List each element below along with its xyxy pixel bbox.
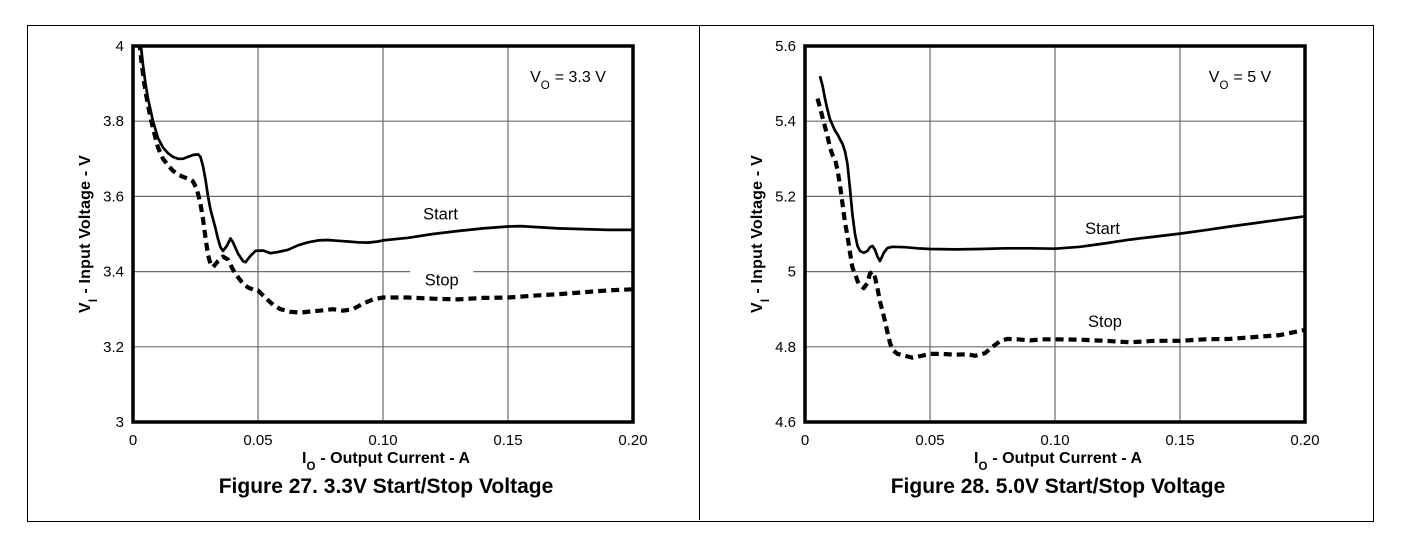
figure-caption: Figure 27. 3.3V Start/Stop Voltage — [218, 475, 554, 498]
figure-28-panel: 5.6 5.4 5.2 5 4.8 4.6 0 0.05 0.10 0.15 0.20 Start St… — [699, 26, 1372, 520]
annotation-subscript: O — [540, 80, 550, 93]
y-axis-subscript: I — [760, 298, 773, 303]
figures-table-frame: 4 3.8 3.6 3.4 3.2 3 0 0.05 0.10 0.15 0.20 Start Stop… — [27, 25, 1374, 522]
y-tick-label: 3 — [116, 414, 124, 431]
series-line-stop — [137, 46, 633, 315]
y-tick-label: 5 — [788, 264, 796, 281]
series-label-mask — [404, 203, 477, 226]
y-axis-subscript: I — [88, 298, 101, 303]
x-axis-title: IO - Output Current - A — [301, 450, 471, 473]
figure-27-plot: 4 3.8 3.6 3.4 3.2 30 0.05 0.10 0.15 0.20 Start Stop — [103, 38, 647, 449]
plot-frame — [131, 44, 635, 424]
y-axis-symbol: V — [77, 302, 94, 313]
series-label-mask — [1073, 310, 1137, 333]
series-label-start: Start — [423, 206, 458, 224]
x-axis-text: - Output Current - A — [992, 450, 1143, 467]
y-tick-label: 3.8 — [103, 113, 124, 130]
y-tick-label: 4.6 — [775, 414, 796, 431]
x-axis-symbol: I — [301, 450, 307, 467]
x-tick-label: 0.15 — [1165, 432, 1194, 449]
x-tick-label: 0 — [801, 432, 809, 449]
x-tick-label: 0.05 — [243, 432, 272, 449]
x-tick-label: 0.15 — [493, 432, 522, 449]
series-line-stop — [815, 98, 1305, 360]
series-label-start: Start — [1085, 220, 1120, 238]
x-tick-label: 0.10 — [1040, 432, 1069, 449]
y-tick-label: 3.2 — [103, 339, 124, 356]
annotation-value: = 3.3 V — [554, 69, 606, 86]
series-label-stop: Stop — [425, 271, 459, 289]
series-label-stop: Stop — [1088, 313, 1122, 331]
x-axis-title: IO - Output Current - A — [973, 450, 1143, 473]
output-voltage-annotation: VO = 3.3 V — [530, 69, 606, 92]
x-tick-label: 0 — [129, 432, 137, 449]
x-axis-text: - Output Current - A — [320, 450, 471, 467]
y-axis-symbol: V — [749, 302, 766, 313]
x-tick-label: 0.20 — [1290, 432, 1319, 449]
series-label-mask — [410, 268, 474, 291]
y-axis-title: VI - Input Voltage - V — [77, 155, 100, 313]
series-label-mask — [1066, 217, 1139, 240]
y-tick-label: 5.6 — [775, 38, 796, 55]
series-line-start — [139, 46, 633, 264]
x-axis-subscript: O — [306, 461, 316, 474]
y-axis-text: - Input Voltage - V — [77, 155, 94, 294]
figure-caption: Figure 28. 5.0V Start/Stop Voltage — [890, 475, 1226, 498]
y-tick-label: 4.8 — [775, 339, 796, 356]
plot-frame — [803, 44, 1307, 424]
x-axis-symbol: I — [973, 450, 979, 467]
y-tick-label: 3.6 — [103, 188, 124, 205]
annotation-subscript: O — [1219, 80, 1229, 93]
series-line-start — [818, 75, 1305, 263]
annotation-symbol: V — [1208, 69, 1220, 86]
x-tick-label: 0.05 — [915, 432, 944, 449]
x-tick-label: 0.10 — [368, 432, 397, 449]
annotation-value: = 5 V — [1233, 69, 1272, 86]
y-axis-title: VI - Input Voltage - V — [749, 155, 772, 313]
y-tick-label: 5.4 — [775, 113, 796, 130]
y-tick-label: 4 — [116, 38, 124, 55]
y-tick-label: 3.4 — [103, 264, 124, 281]
x-tick-label: 0.20 — [618, 432, 647, 449]
y-axis-text: - Input Voltage - V — [749, 155, 766, 294]
figure-28-plot: 5.6 5.4 5.2 5 4.8 4.6 0 0.05 0.10 0.15 0.20 Start St… — [775, 38, 1319, 449]
figure-27-panel: 4 3.8 3.6 3.4 3.2 3 0 0.05 0.10 0.15 0.20 Start Stop… — [28, 26, 700, 520]
output-voltage-annotation: VO = 5 V — [1208, 69, 1272, 92]
annotation-symbol: V — [530, 69, 541, 86]
x-axis-subscript: O — [978, 461, 988, 474]
y-tick-label: 5.2 — [775, 188, 796, 205]
